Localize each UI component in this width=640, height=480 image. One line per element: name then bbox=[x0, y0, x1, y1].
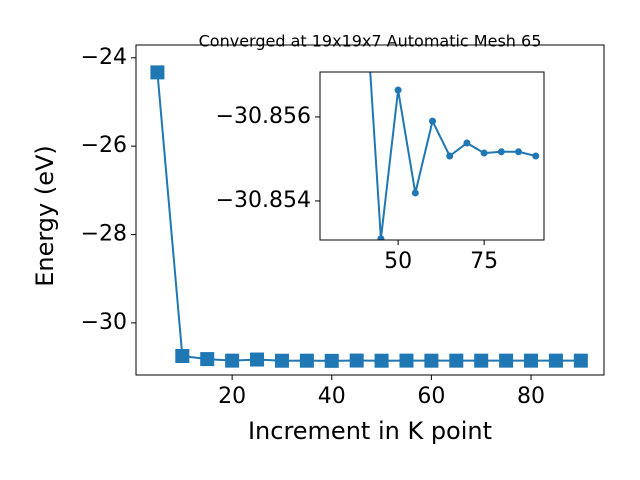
data-marker bbox=[524, 353, 539, 368]
data-marker bbox=[394, 86, 402, 94]
x-tick-label: 60 bbox=[417, 384, 445, 409]
y-tick-label: −24 bbox=[81, 45, 127, 70]
data-marker bbox=[532, 152, 540, 160]
y-tick-label: −28 bbox=[81, 222, 127, 247]
data-marker bbox=[200, 352, 215, 367]
data-marker bbox=[429, 117, 437, 125]
axes-frame bbox=[135, 44, 605, 376]
data-marker bbox=[449, 353, 464, 368]
data-marker bbox=[463, 139, 471, 147]
x-tick-label: 80 bbox=[517, 384, 545, 409]
data-marker bbox=[499, 353, 514, 368]
inset-background bbox=[320, 72, 544, 240]
y-axis-label: Energy (eV) bbox=[31, 145, 59, 287]
data-marker bbox=[374, 353, 389, 368]
data-marker bbox=[573, 353, 588, 368]
plot-area bbox=[369, 72, 540, 240]
data-marker bbox=[424, 353, 439, 368]
data-marker bbox=[497, 148, 505, 156]
y-tick-label: −30 bbox=[81, 310, 127, 335]
chart-title: Converged at 19x19x7 Automatic Mesh 65 bbox=[199, 32, 542, 51]
x-tick-label: 50 bbox=[384, 249, 412, 274]
x-tick-label: 75 bbox=[470, 249, 498, 274]
data-marker bbox=[480, 149, 488, 157]
data-marker bbox=[299, 353, 314, 368]
data-marker bbox=[324, 353, 339, 368]
data-marker bbox=[399, 353, 414, 368]
data-marker bbox=[411, 189, 419, 197]
y-tick-label: −26 bbox=[81, 133, 127, 158]
data-marker bbox=[474, 353, 489, 368]
data-marker bbox=[250, 352, 265, 367]
data-marker bbox=[175, 349, 190, 364]
y-tick-label: −30.854 bbox=[216, 188, 311, 213]
y-tick-label: −30.856 bbox=[216, 104, 311, 129]
data-marker bbox=[225, 353, 240, 368]
data-marker bbox=[446, 152, 454, 160]
x-tick-label: 20 bbox=[218, 384, 246, 409]
data-marker bbox=[349, 353, 364, 368]
data-marker bbox=[515, 148, 523, 156]
data-marker bbox=[274, 353, 289, 368]
plot-area bbox=[150, 65, 588, 368]
x-axis-label: Increment in K point bbox=[248, 417, 492, 445]
data-marker bbox=[377, 235, 385, 240]
x-tick-label: 40 bbox=[318, 384, 346, 409]
data-marker bbox=[548, 353, 563, 368]
axes-frame bbox=[319, 71, 545, 241]
data-marker bbox=[150, 65, 165, 80]
